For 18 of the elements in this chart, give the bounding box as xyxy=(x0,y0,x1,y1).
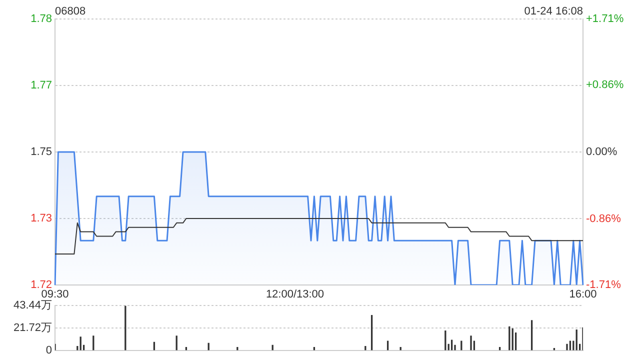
y2-tick-label: 0.00% xyxy=(586,146,618,158)
y-tick-label: 1.72 xyxy=(30,279,52,292)
x-tick-label: 16:00 xyxy=(569,288,597,301)
y-tick-label: 1.75 xyxy=(30,146,52,158)
y-tick-label: 43.44万 xyxy=(13,300,52,312)
y-tick-label: 1.78 xyxy=(30,13,52,26)
y2-tick-label: +0.86% xyxy=(586,79,624,92)
x-tick-label: 12:00/13:00 xyxy=(266,288,324,301)
y-tick-label: 0 xyxy=(46,344,52,356)
x-tick-label: 09:30 xyxy=(41,288,69,301)
chart-title: 06808 xyxy=(55,6,86,18)
y2-tick-label: -1.71% xyxy=(586,279,622,292)
y-tick-label: 1.77 xyxy=(30,80,52,92)
text: 01-24 16:08 xyxy=(524,6,583,18)
y2-tick-label: -0.86% xyxy=(586,212,622,225)
y2-tick-label: +1.71% xyxy=(586,13,624,26)
y-tick-label: 21.72万 xyxy=(13,322,52,334)
y-tick-label: 1.73 xyxy=(30,212,52,225)
